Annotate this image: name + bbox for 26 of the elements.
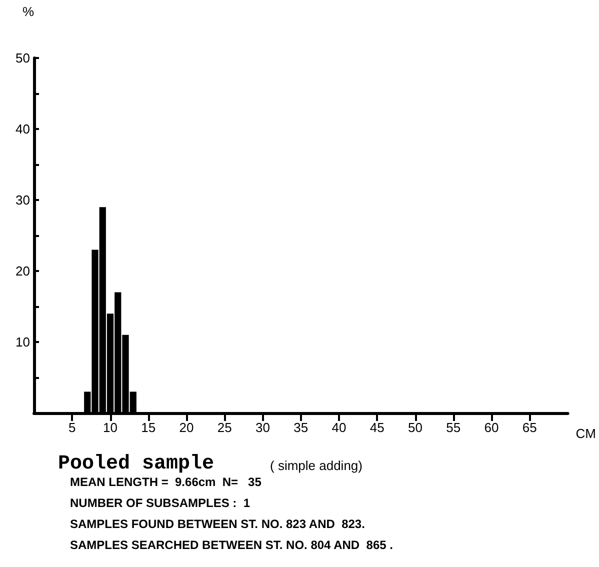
y-axis-title: % (22, 4, 34, 19)
text: SAMPLES SEARCHED BETWEEN ST. NO. 804 AND 865 . (70, 538, 393, 552)
x-tick-label: 30 (256, 420, 270, 435)
x-tick-label: 25 (217, 420, 232, 435)
y-tick-label: 50 (16, 50, 30, 66)
x-tick-label: 50 (408, 420, 423, 435)
x-tick-label: 65 (522, 420, 537, 435)
text: SAMPLES FOUND BETWEEN ST. NO. 823 AND 823. (70, 517, 365, 531)
text: Pooled sample (58, 452, 214, 476)
x-tick-label: 35 (294, 420, 308, 435)
x-tick-label: 10 (103, 420, 118, 435)
x-tick-label: 20 (179, 420, 194, 435)
x-tick-label: 5 (68, 420, 76, 435)
text: ( simple adding) (270, 458, 362, 473)
text: NUMBER OF SUBSAMPLES : 1 (70, 496, 250, 510)
x-tick-label: 60 (484, 420, 499, 435)
text: MEAN LENGTH = 9.66cm N= 35 (70, 475, 262, 489)
y-tick-label: 40 (16, 122, 30, 136)
x-tick-label: 45 (370, 420, 384, 435)
x-tick-label: 40 (332, 420, 346, 435)
y-tick-label: 10 (16, 334, 30, 350)
x-tick-label: 15 (141, 420, 156, 435)
x-tick-label: 55 (446, 420, 461, 435)
y-tick-label: 20 (16, 264, 30, 278)
x-axis-title: CM (576, 426, 596, 441)
y-tick-label: 30 (16, 192, 30, 208)
